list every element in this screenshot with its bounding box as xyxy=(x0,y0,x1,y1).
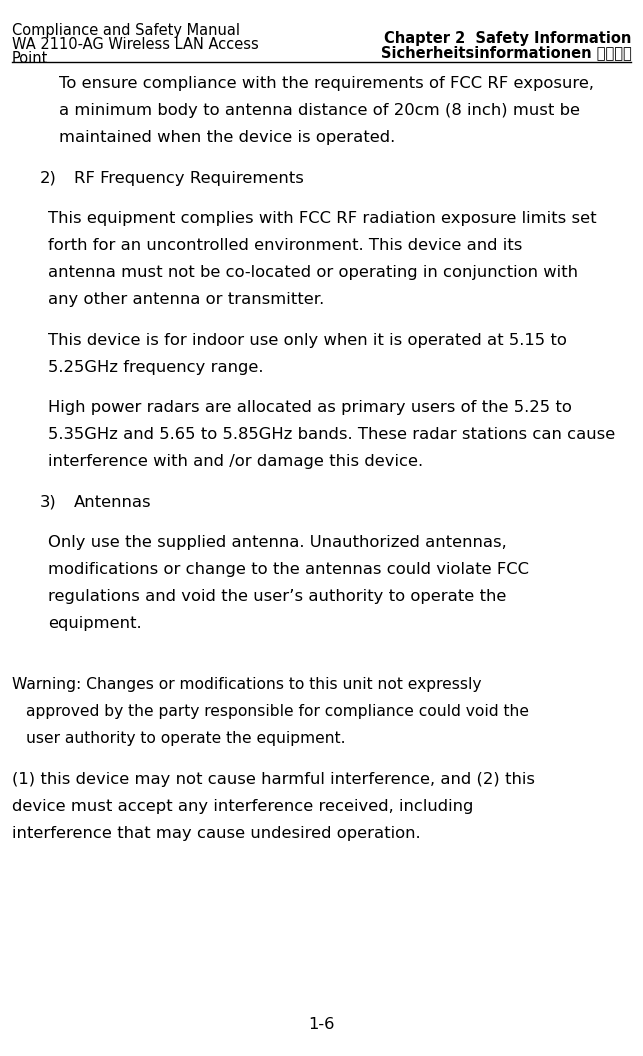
Text: modifications or change to the antennas could violate FCC: modifications or change to the antennas … xyxy=(48,562,529,578)
Text: 2): 2) xyxy=(40,170,57,186)
Text: RF Frequency Requirements: RF Frequency Requirements xyxy=(74,170,304,186)
Text: This device is for indoor use only when it is operated at 5.15 to: This device is for indoor use only when … xyxy=(48,333,567,347)
Text: device must accept any interference received, including: device must accept any interference rece… xyxy=(12,798,473,814)
Text: 3): 3) xyxy=(40,494,57,510)
Text: maintained when the device is operated.: maintained when the device is operated. xyxy=(59,130,395,145)
Text: interference with and /or damage this device.: interference with and /or damage this de… xyxy=(48,454,423,469)
Text: equipment.: equipment. xyxy=(48,616,142,631)
Text: 1-6: 1-6 xyxy=(308,1017,335,1032)
Text: High power radars are allocated as primary users of the 5.25 to: High power radars are allocated as prima… xyxy=(48,400,572,415)
Text: approved by the party responsible for compliance could void the: approved by the party responsible for co… xyxy=(26,704,529,719)
Text: interference that may cause undesired operation.: interference that may cause undesired op… xyxy=(12,826,420,841)
Text: forth for an uncontrolled environment. This device and its: forth for an uncontrolled environment. T… xyxy=(48,238,523,253)
Text: Sicherheitsinformationen 安全信息: Sicherheitsinformationen 安全信息 xyxy=(381,45,631,60)
Text: This equipment complies with FCC RF radiation exposure limits set: This equipment complies with FCC RF radi… xyxy=(48,211,597,226)
Text: (1) this device may not cause harmful interference, and (2) this: (1) this device may not cause harmful in… xyxy=(12,772,534,787)
Text: Warning: Changes or modifications to this unit not expressly: Warning: Changes or modifications to thi… xyxy=(12,677,481,693)
Text: Chapter 2  Safety Information: Chapter 2 Safety Information xyxy=(384,31,631,45)
Text: Point: Point xyxy=(12,51,48,65)
Text: user authority to operate the equipment.: user authority to operate the equipment. xyxy=(26,731,345,747)
Text: regulations and void the user’s authority to operate the: regulations and void the user’s authorit… xyxy=(48,589,507,604)
Text: a minimum body to antenna distance of 20cm (8 inch) must be: a minimum body to antenna distance of 20… xyxy=(59,102,580,118)
Text: Antennas: Antennas xyxy=(74,494,152,510)
Text: 5.35GHz and 5.65 to 5.85GHz bands. These radar stations can cause: 5.35GHz and 5.65 to 5.85GHz bands. These… xyxy=(48,427,615,442)
Text: 5.25GHz frequency range.: 5.25GHz frequency range. xyxy=(48,359,264,375)
Text: WA 2110-AG Wireless LAN Access: WA 2110-AG Wireless LAN Access xyxy=(12,37,258,52)
Text: antenna must not be co-located or operating in conjunction with: antenna must not be co-located or operat… xyxy=(48,265,578,280)
Text: any other antenna or transmitter.: any other antenna or transmitter. xyxy=(48,291,325,307)
Text: Compliance and Safety Manual: Compliance and Safety Manual xyxy=(12,23,240,38)
Text: To ensure compliance with the requirements of FCC RF exposure,: To ensure compliance with the requiremen… xyxy=(59,76,594,91)
Text: Only use the supplied antenna. Unauthorized antennas,: Only use the supplied antenna. Unauthori… xyxy=(48,535,507,550)
